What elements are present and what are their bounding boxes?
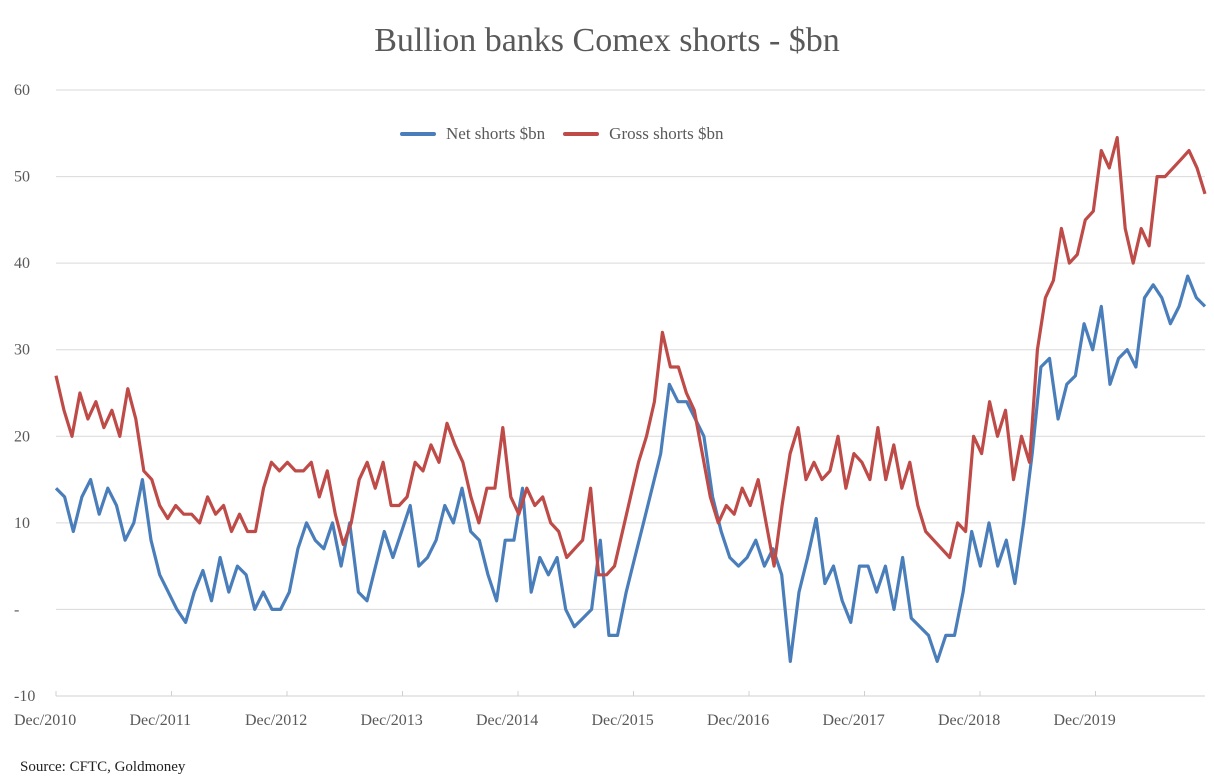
x-tick-label: Dec/2017 <box>823 712 885 729</box>
chart-title: Bullion banks Comex shorts - $bn <box>374 22 840 59</box>
y-tick-label: -10 <box>14 688 35 705</box>
legend-label-gross: Gross shorts $bn <box>609 124 724 143</box>
y-tick-label: 50 <box>14 169 30 186</box>
legend-label-net: Net shorts $bn <box>446 124 546 143</box>
x-tick-label: Dec/2012 <box>245 712 307 729</box>
x-tick-label: Dec/2013 <box>361 712 423 729</box>
source-note: Source: CFTC, Goldmoney <box>20 759 186 775</box>
y-tick-label: 30 <box>14 342 30 359</box>
y-tick-label: 60 <box>14 82 30 99</box>
y-tick-label: 10 <box>14 515 30 532</box>
x-tick-label: Dec/2011 <box>130 712 192 729</box>
legend-swatch-gross <box>563 132 600 136</box>
legend: Net shorts $bn Gross shorts $bn <box>400 124 723 144</box>
x-tick-label: Dec/2014 <box>476 712 538 729</box>
legend-item-net: Net shorts $bn <box>400 124 545 144</box>
y-tick-label: - <box>14 601 19 618</box>
legend-swatch-net <box>400 132 436 136</box>
y-tick-label: 20 <box>14 428 30 445</box>
x-tick-label: Dec/2018 <box>938 712 1000 729</box>
legend-item-gross: Gross shorts $bn <box>563 124 723 144</box>
series-line-net-shorts <box>54 274 1207 664</box>
series-line-gross-shorts <box>54 136 1207 577</box>
x-tick-label: Dec/2019 <box>1054 712 1116 729</box>
y-tick-label: 40 <box>14 255 30 272</box>
x-tick-label: Dec/2016 <box>707 712 769 729</box>
x-tick-label: Dec/2010 <box>14 712 76 729</box>
x-tick-label: Dec/2015 <box>592 712 654 729</box>
